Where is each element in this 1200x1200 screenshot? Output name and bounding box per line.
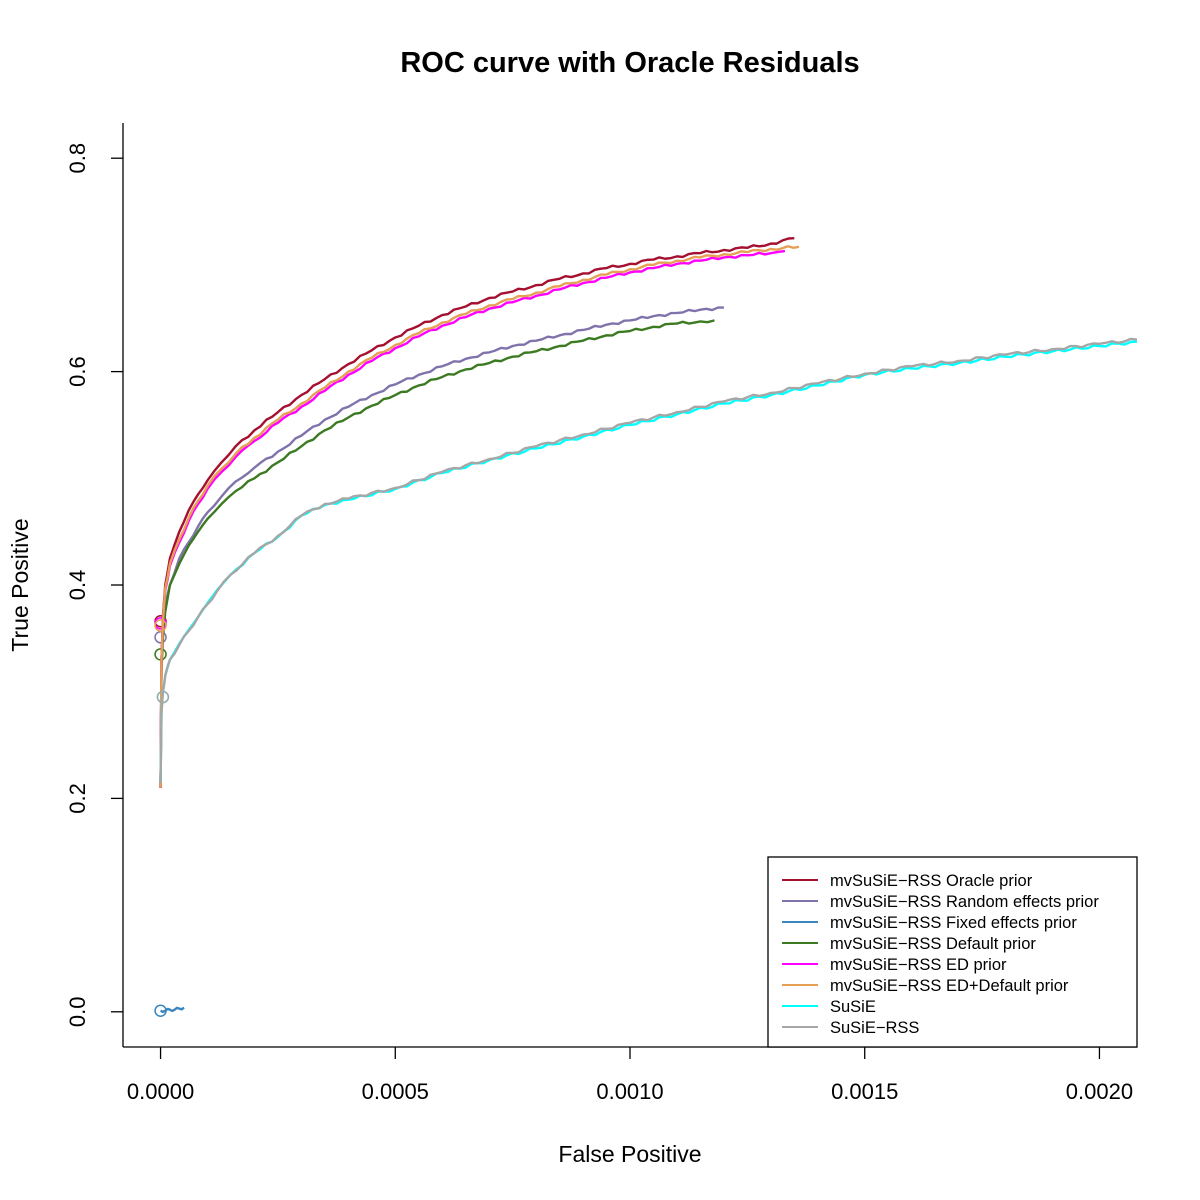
series-line <box>159 306 724 788</box>
series-6 <box>156 340 1137 783</box>
y-tick-label: 0.8 <box>65 143 90 174</box>
series-start-marker <box>156 690 170 704</box>
legend-entry: SuSiE−RSS <box>830 1019 919 1037</box>
legend-entry: mvSuSiE−RSS Default prior <box>830 935 1036 953</box>
x-tick-label: 0.0015 <box>831 1079 898 1104</box>
series-line <box>159 337 1137 783</box>
legend-entry: mvSuSiE−RSS Random effects prior <box>830 893 1099 911</box>
x-tick-label: 0.0005 <box>362 1079 429 1104</box>
series-start-marker <box>154 619 167 632</box>
y-axis-label: True Positive <box>7 518 33 651</box>
series-2 <box>154 1004 185 1017</box>
axes: 0.0 0.2 0.4 0.6 0.8 0.0000 0.0005 0.0010 0.0015 0… <box>65 123 1137 1104</box>
legend-entry: SuSiE <box>830 998 876 1016</box>
series-4 <box>154 249 786 788</box>
legend: mvSuSiE−RSS Oracle prior mvSuSiE−RSS Rand… <box>767 856 1138 1048</box>
x-axis-label: False Positive <box>558 1141 701 1167</box>
chart-title: ROC curve with Oracle Residuals <box>400 47 859 79</box>
series-start-marker <box>154 1004 167 1017</box>
legend-entry: mvSuSiE−RSS Oracle prior <box>830 872 1033 890</box>
series-line <box>159 237 795 788</box>
x-tick-label: 0.0010 <box>596 1079 663 1104</box>
legend-entry: mvSuSiE−RSS ED+Default prior <box>830 977 1069 995</box>
y-tick-label: 0.2 <box>65 783 90 814</box>
series-5 <box>154 245 800 788</box>
series-layer <box>154 237 1137 1017</box>
x-tick-label: 0.0020 <box>1066 1079 1133 1104</box>
legend-entry: mvSuSiE−RSS ED prior <box>830 956 1007 974</box>
y-tick-label: 0.4 <box>65 570 90 601</box>
series-line <box>159 245 800 788</box>
series-line <box>160 1006 185 1014</box>
y-tick-label: 0.6 <box>65 356 90 387</box>
series-7 <box>156 337 1137 783</box>
series-1 <box>154 306 724 788</box>
x-tick-label: 0.0000 <box>127 1079 194 1104</box>
y-tick-label: 0.0 <box>65 996 90 1027</box>
series-line <box>159 249 786 788</box>
series-line <box>159 319 715 788</box>
legend-entry: mvSuSiE−RSS Fixed effects prior <box>830 914 1077 932</box>
series-3 <box>154 319 715 788</box>
series-line <box>159 340 1137 783</box>
legend-box <box>767 856 1138 1048</box>
